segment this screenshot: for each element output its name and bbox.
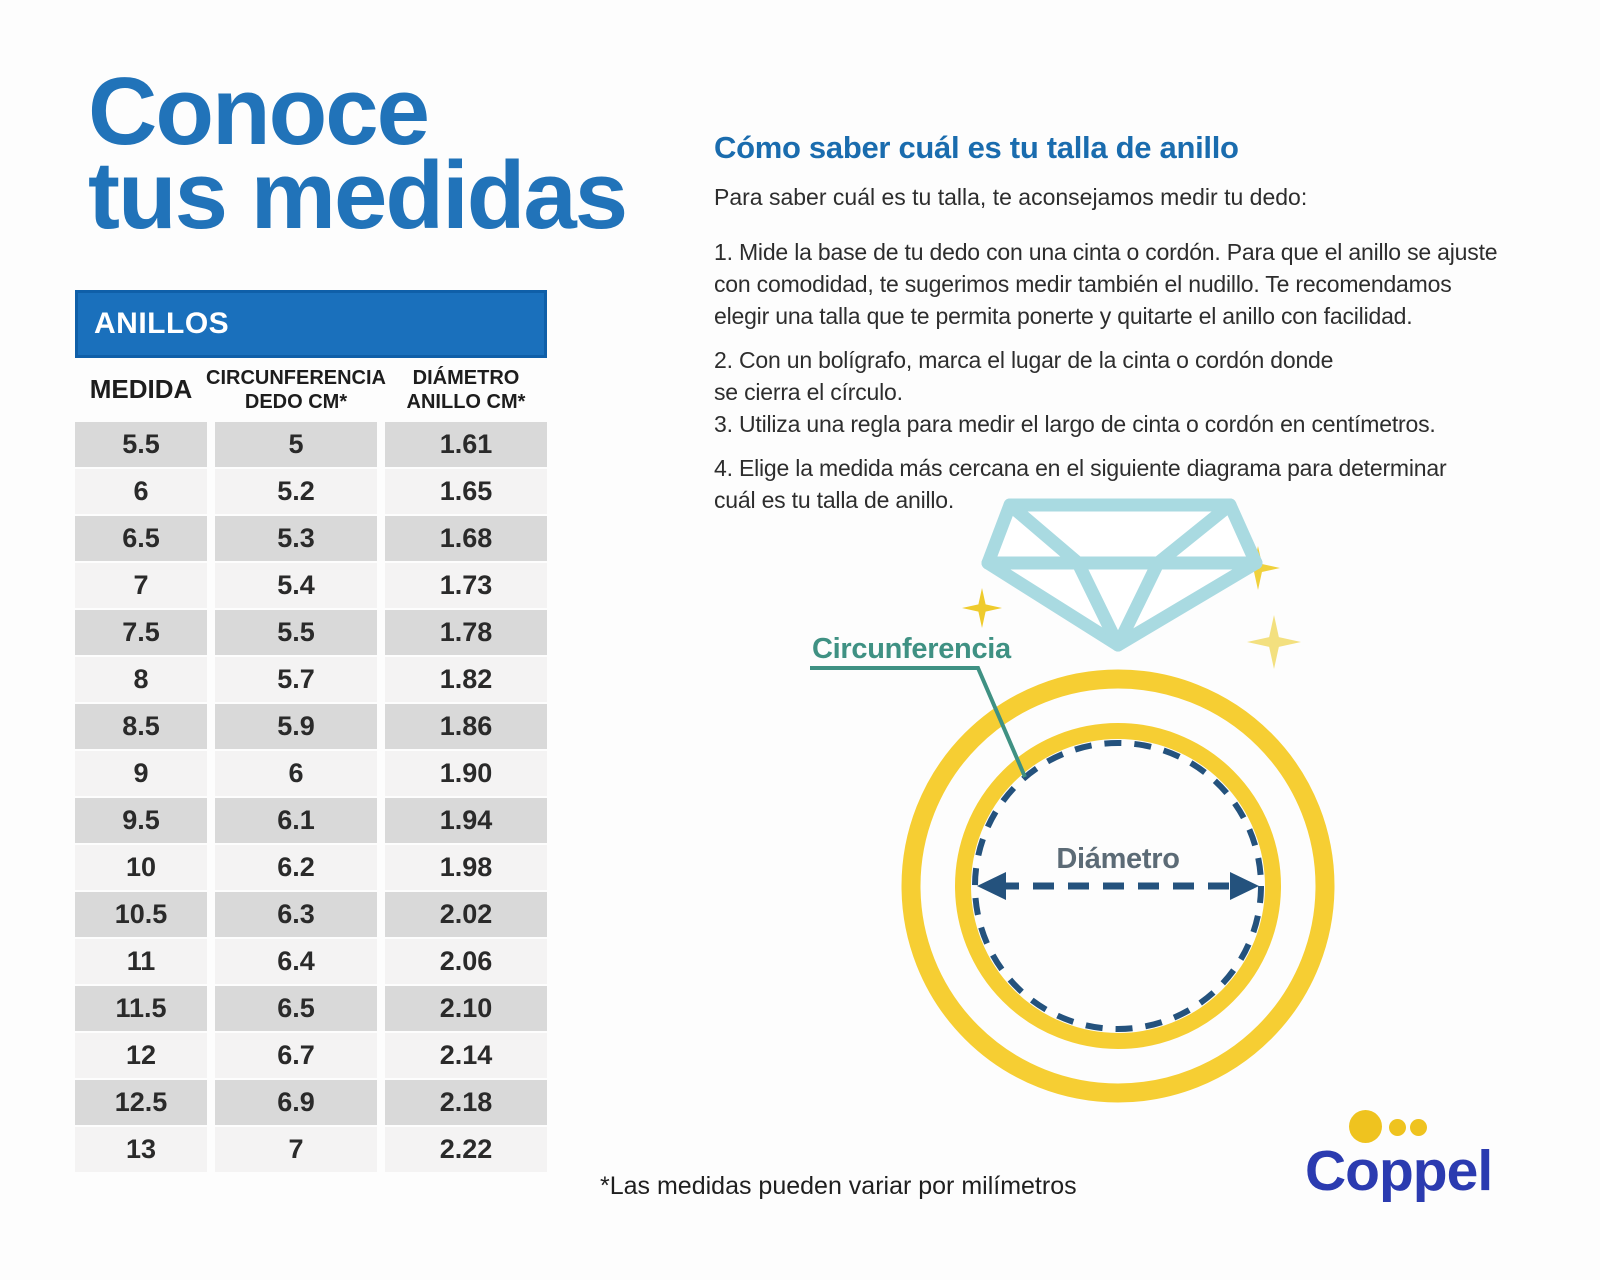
table-row: 8.5 5.9 1.86 [75,704,547,749]
table-cell: 6 [215,751,377,796]
coppel-logo-dot-icon [1349,1110,1382,1143]
column-header-medida: MEDIDA [89,374,193,405]
table-cell: 2.22 [385,1127,547,1172]
table-row: 11.5 6.5 2.10 [75,986,547,1031]
table-row: 13 7 2.22 [75,1127,547,1172]
table-cell: 7 [215,1127,377,1172]
table-cell: 1.68 [385,516,547,561]
table-cell: 11 [75,939,207,984]
coppel-logo: Coppel [1285,1080,1515,1220]
table-cell: 2.10 [385,986,547,1031]
intro-text: Para saber cuál es tu talla, te aconseja… [714,184,1308,210]
table-cell: 6.5 [215,986,377,1031]
table-cell: 6.5 [75,516,207,561]
circumference-dashed-circle [972,740,1264,1032]
table-cell: 12 [75,1033,207,1078]
diamond-icon [981,498,1263,652]
table-cell: 6 [75,469,207,514]
table-cell: 1.94 [385,798,547,843]
table-row: 12 6.7 2.14 [75,1033,547,1078]
ring-band [901,669,1335,1103]
table-cell: 1.82 [385,657,547,702]
table-row: 9.5 6.1 1.94 [75,798,547,843]
table-cell: 1.73 [385,563,547,608]
table-row: 10 6.2 1.98 [75,845,547,890]
table-cell: 5.7 [215,657,377,702]
table-row: 8 5.7 1.82 [75,657,547,702]
footnote: *Las medidas pueden variar por milímetro… [600,1172,1077,1200]
table-cell: 7 [75,563,207,608]
page-title-line2: tus medidas [88,142,628,249]
table-cell: 6.4 [215,939,377,984]
diameter-arrow [977,872,1259,900]
table-cell: 6.9 [215,1080,377,1125]
table-cell: 6.3 [215,892,377,937]
table-body: 5.5 5 1.61 6 5.2 1.65 6.5 5.3 1.68 7 5.4 1.73 7.5 5.5… [75,422,547,1172]
table-cell: 12.5 [75,1080,207,1125]
table-row: 9 6 1.90 [75,751,547,796]
column-header-circunferencia: CIRCUNFERENCIA DEDO CM* [206,367,386,413]
section-heading: Cómo saber cuál es tu talla de anillo [714,130,1239,165]
table-cell: 2.02 [385,892,547,937]
table-cell: 1.65 [385,469,547,514]
table-cell: 1.86 [385,704,547,749]
table-row: 7.5 5.5 1.78 [75,610,547,655]
table-cell: 2.18 [385,1080,547,1125]
table-column-headers: MEDIDA CIRCUNFERENCIA DEDO CM* DIÁMETRO … [75,366,547,414]
table-cell: 1.98 [385,845,547,890]
ring-size-table: ANILLOS MEDIDA CIRCUNFERENCIA DEDO CM* D… [75,290,547,1174]
step-1-text: 1. Mide la base de tu dedo con una cinta… [714,239,1498,329]
table-cell: 2.14 [385,1033,547,1078]
table-banner: ANILLOS [75,290,547,358]
table-cell: 1.90 [385,751,547,796]
table-cell: 8 [75,657,207,702]
table-cell: 5 [215,422,377,467]
table-cell: 6.7 [215,1033,377,1078]
coppel-logo-text: Coppel [1305,1139,1493,1203]
table-cell: 6.1 [215,798,377,843]
ring-diagram: Circunferencia Diámetro [810,498,1335,1103]
table-row: 11 6.4 2.06 [75,939,547,984]
coppel-logo-dot-icon [1410,1119,1427,1136]
table-row: 5.5 5 1.61 [75,422,547,467]
table-cell: 5.2 [215,469,377,514]
step-4-text: 4. Elige la medida más cercana en el sig… [714,455,1447,513]
table-cell: 5.3 [215,516,377,561]
table-cell: 7.5 [75,610,207,655]
table-row: 6 5.2 1.65 [75,469,547,514]
table-row: 10.5 6.3 2.02 [75,892,547,937]
table-cell: 9.5 [75,798,207,843]
table-cell: 5.4 [215,563,377,608]
page-title-line1: Conoce [88,58,430,165]
column-header-diametro: DIÁMETRO ANILLO CM* [406,367,526,413]
table-cell: 9 [75,751,207,796]
table-cell: 8.5 [75,704,207,749]
diameter-label: Diámetro [1056,843,1179,875]
table-cell: 2.06 [385,939,547,984]
table-row: 7 5.4 1.73 [75,563,547,608]
table-cell: 5.5 [215,610,377,655]
table-cell: 5.5 [75,422,207,467]
table-cell: 11.5 [75,986,207,1031]
table-row: 12.5 6.9 2.18 [75,1080,547,1125]
table-cell: 1.61 [385,422,547,467]
coppel-logo-dot-icon [1389,1119,1406,1136]
table-cell: 10 [75,845,207,890]
table-row: 6.5 5.3 1.68 [75,516,547,561]
table-cell: 6.2 [215,845,377,890]
table-cell: 10.5 [75,892,207,937]
circumference-pointer-line [810,666,1027,778]
table-cell: 13 [75,1127,207,1172]
table-cell: 5.9 [215,704,377,749]
step-2-3-text: 2. Con un bolígrafo, marca el lugar de l… [714,347,1436,437]
page-title: Conoce tus medidas [88,58,628,249]
circumference-label: Circunferencia [812,633,1012,665]
table-cell: 1.78 [385,610,547,655]
